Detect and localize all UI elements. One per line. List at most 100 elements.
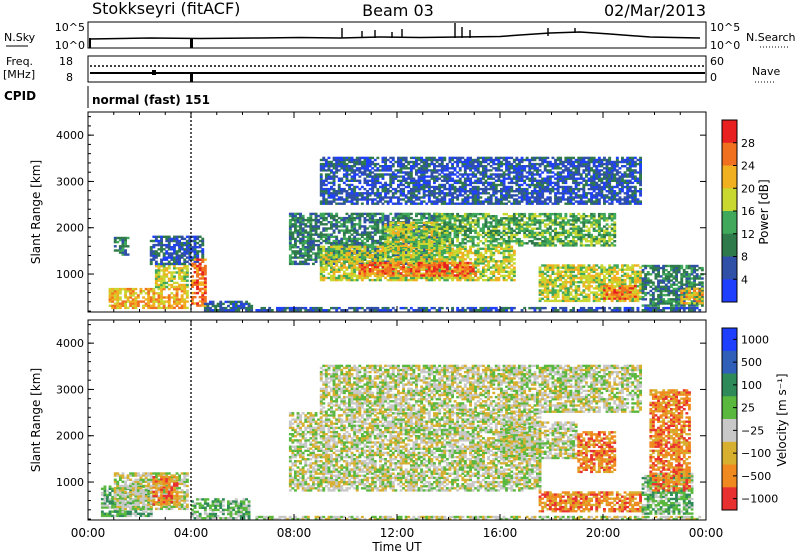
heatmap-cell xyxy=(582,306,586,310)
heatmap-cell xyxy=(381,158,385,162)
heatmap-cell xyxy=(582,221,586,224)
heatmap-cell xyxy=(525,227,529,230)
heatmap-cell xyxy=(551,244,555,247)
heatmap-cell xyxy=(605,219,609,222)
heatmap-cell xyxy=(314,239,318,243)
heatmap-cell xyxy=(124,238,127,242)
heatmap-cell xyxy=(440,217,444,220)
heatmap-cell xyxy=(188,248,192,251)
heatmap-cell xyxy=(180,290,184,293)
heatmap-cell xyxy=(409,240,413,243)
heatmap-cell xyxy=(239,300,243,304)
heatmap-cell xyxy=(324,241,328,245)
heatmap-cell xyxy=(376,253,380,257)
heatmap-cell xyxy=(124,302,127,305)
heatmap-cell xyxy=(417,190,421,193)
heatmap-cell xyxy=(492,229,496,232)
heatmap-cell xyxy=(332,274,336,278)
heatmap-cell xyxy=(337,190,341,193)
heatmap-cell xyxy=(124,300,127,303)
heatmap-cell xyxy=(505,240,508,243)
heatmap-cell xyxy=(536,219,539,222)
heatmap-cell xyxy=(603,225,606,228)
heatmap-cell xyxy=(407,221,411,224)
heatmap-cell xyxy=(474,253,478,257)
heatmap-cell xyxy=(379,272,382,275)
heatmap-cell xyxy=(201,277,205,280)
heatmap-cell xyxy=(371,156,375,160)
heatmap-cell xyxy=(469,270,472,273)
heatmap-cell xyxy=(458,244,462,247)
heatmap-cell xyxy=(510,229,514,232)
heatmap-cell xyxy=(376,265,380,269)
heatmap-cell xyxy=(510,253,514,257)
heatmap-cell xyxy=(350,158,354,162)
heatmap-cell xyxy=(348,264,351,267)
heatmap-cell xyxy=(296,256,300,259)
heatmap-cell xyxy=(610,237,614,241)
heatmap-cell xyxy=(420,183,424,187)
heatmap-cell xyxy=(332,162,336,166)
nsky-gap-start xyxy=(89,38,91,48)
heatmap-cell xyxy=(551,240,555,243)
heatmap-cell xyxy=(363,262,367,265)
heatmap-cell xyxy=(342,218,346,222)
heatmap-cell xyxy=(170,239,174,243)
heatmap-cell xyxy=(314,252,318,255)
heatmap-cell xyxy=(543,231,547,235)
heatmap-cell xyxy=(603,231,606,235)
heatmap-cell xyxy=(476,268,480,271)
heatmap-cell xyxy=(451,227,454,230)
heatmap-cell xyxy=(440,266,444,269)
heatmap-cell xyxy=(185,269,189,272)
heatmap-cell xyxy=(371,247,375,250)
heatmap-cell xyxy=(445,237,449,241)
heatmap-cell xyxy=(191,275,194,278)
heatmap-cell xyxy=(422,232,426,235)
heatmap-cell xyxy=(572,229,575,232)
heatmap-cell xyxy=(497,233,501,237)
heatmap-cell xyxy=(355,245,359,248)
heatmap-cell xyxy=(445,265,449,269)
heatmap-cell xyxy=(489,266,493,269)
heatmap-cell xyxy=(546,212,550,216)
heatmap-cell xyxy=(368,235,372,238)
heatmap-cell xyxy=(394,212,398,216)
heatmap-cell xyxy=(340,258,344,261)
heatmap-cell xyxy=(579,229,583,232)
heatmap-cell xyxy=(427,200,431,203)
heatmap-cell xyxy=(443,223,447,226)
heatmap-cell xyxy=(201,258,205,261)
heatmap-cell xyxy=(420,218,424,222)
heatmap-cell xyxy=(355,253,359,257)
heatmap-cell xyxy=(342,198,346,201)
heatmap-cell xyxy=(322,212,326,216)
heatmap-cell xyxy=(191,235,194,238)
heatmap-cell xyxy=(368,221,372,224)
heatmap-cell xyxy=(319,165,323,168)
heatmap-cell xyxy=(180,283,184,287)
heatmap-cell xyxy=(355,252,359,255)
heatmap-cell xyxy=(291,218,295,222)
heatmap-cell xyxy=(175,258,179,261)
heatmap-cell xyxy=(234,306,238,310)
heatmap-cell xyxy=(371,253,375,257)
heatmap-cell xyxy=(381,190,385,193)
heatmap-cell xyxy=(417,230,421,233)
heatmap-cell xyxy=(373,245,377,248)
heatmap-cell xyxy=(314,243,318,247)
heatmap-cell xyxy=(379,235,382,238)
heatmap-cell xyxy=(427,235,431,238)
heatmap-cell xyxy=(296,309,300,312)
heatmap-cell xyxy=(306,258,310,261)
heatmap-cell xyxy=(476,276,480,280)
heatmap-cell xyxy=(379,278,382,282)
heatmap-cell xyxy=(399,244,403,247)
heatmap-cell xyxy=(167,235,171,238)
heatmap-cell xyxy=(484,251,488,255)
heatmap-cell xyxy=(147,294,151,297)
heatmap-cell xyxy=(440,246,444,250)
heatmap-cell xyxy=(420,232,424,235)
heatmap-cell xyxy=(345,156,349,160)
heatmap-cell xyxy=(597,229,601,232)
